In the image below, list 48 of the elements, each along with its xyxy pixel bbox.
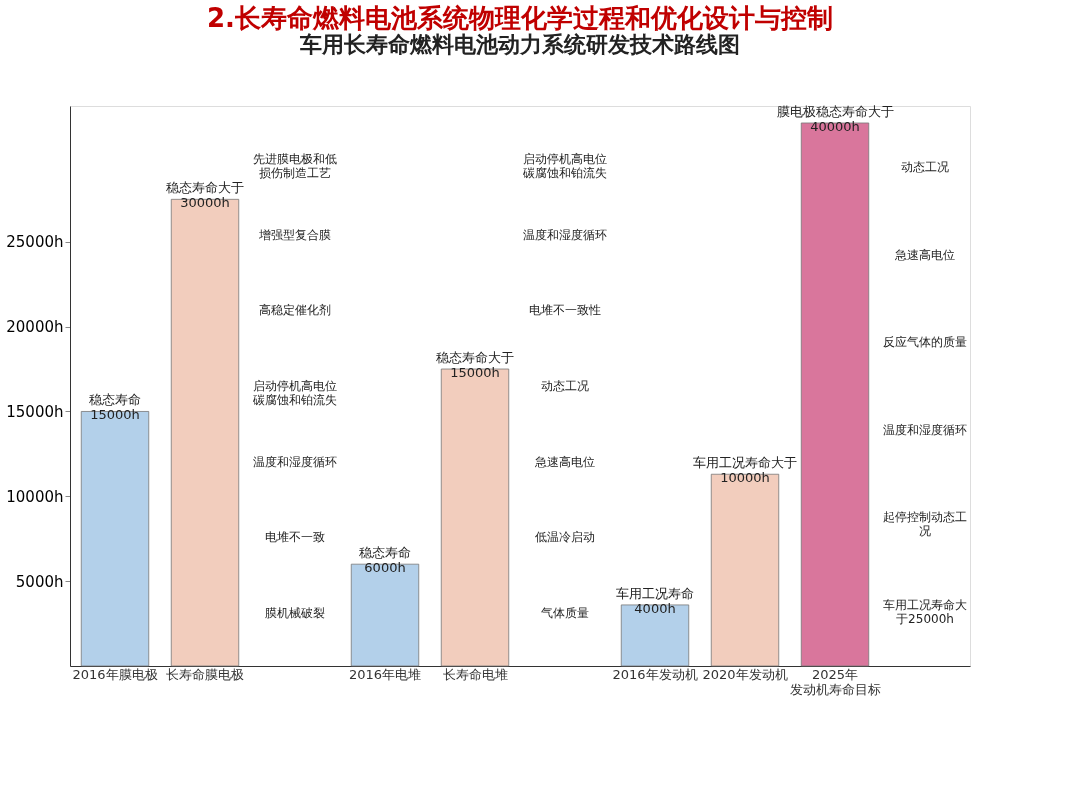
bar (80, 411, 150, 667)
annotation: 稳态寿命大于15000h (436, 350, 514, 381)
chart-title: 2.长寿命燃料电池系统物理化学过程和优化设计与控制 (207, 2, 833, 33)
annotation: 温度和湿度循环 (523, 227, 607, 242)
annotation: 急速高电位 (534, 454, 595, 469)
annotation: 增强型复合膜 (258, 227, 331, 242)
y-tick-label: 20000h (6, 318, 64, 337)
x-tick-label: 2016年发动机 (612, 666, 698, 682)
annotation: 启动停机高电位碳腐蚀和铂流失 (252, 379, 337, 407)
annotation: 低温冷启动 (535, 530, 595, 545)
annotation: 启动停机高电位碳腐蚀和铂流失 (522, 151, 607, 180)
annotation: 急速高电位 (894, 247, 955, 262)
bar (170, 198, 240, 667)
annotation: 膜电极稳态寿命大于40000h (776, 103, 894, 134)
x-tick-label: 长寿命电堆 (442, 666, 508, 682)
bar (620, 604, 690, 667)
bar (350, 563, 420, 667)
annotation: 高稳定催化剂 (259, 303, 331, 318)
annotation: 车用工况寿命大于10000h (693, 455, 797, 486)
y-tick-label: 25000h (6, 233, 64, 252)
x-tick-label: 2016年膜电极 (72, 666, 158, 682)
y-tick-label: 15000h (6, 402, 64, 421)
annotation: 动态工况 (901, 160, 949, 175)
annotation: 稳态寿命6000h (359, 545, 411, 576)
annotation: 气体质量 (541, 606, 589, 621)
annotation: 车用工况寿命4000h (616, 585, 694, 616)
annotation: 电堆不一致 (265, 530, 325, 545)
bar (440, 368, 510, 667)
annotation: 稳态寿命15000h (89, 392, 141, 423)
chart-subtitle: 车用长寿命燃料电池动力系统研发技术路线图 (299, 31, 740, 57)
bar (800, 122, 870, 667)
x-tick-label: 长寿命膜电极 (166, 666, 244, 682)
annotation: 膜机械破裂 (265, 606, 325, 621)
bar (710, 473, 780, 667)
x-tick-label: 2025年发动机寿命目标 (789, 666, 881, 697)
x-tick-label: 2020年发动机 (702, 666, 788, 682)
annotation: 车用工况寿命大于25000h (883, 597, 967, 626)
annotation: 反应气体的质量 (883, 335, 967, 350)
annotation: 温度和湿度循环 (883, 422, 967, 437)
annotation: 动态工况 (541, 379, 589, 393)
x-tick-label: 2016年电堆 (348, 666, 422, 682)
annotation: 电堆不一致性 (529, 303, 601, 318)
annotation: 起停控制动态工况 (883, 510, 967, 539)
annotation: 温度和湿度循环 (253, 454, 337, 469)
annotation: 稳态寿命大于30000h (166, 180, 244, 211)
y-tick-label: 5000h (15, 572, 64, 591)
annotation: 先进膜电极和低损伤制造工艺 (253, 151, 337, 180)
y-tick-label: 10000h (6, 487, 64, 506)
